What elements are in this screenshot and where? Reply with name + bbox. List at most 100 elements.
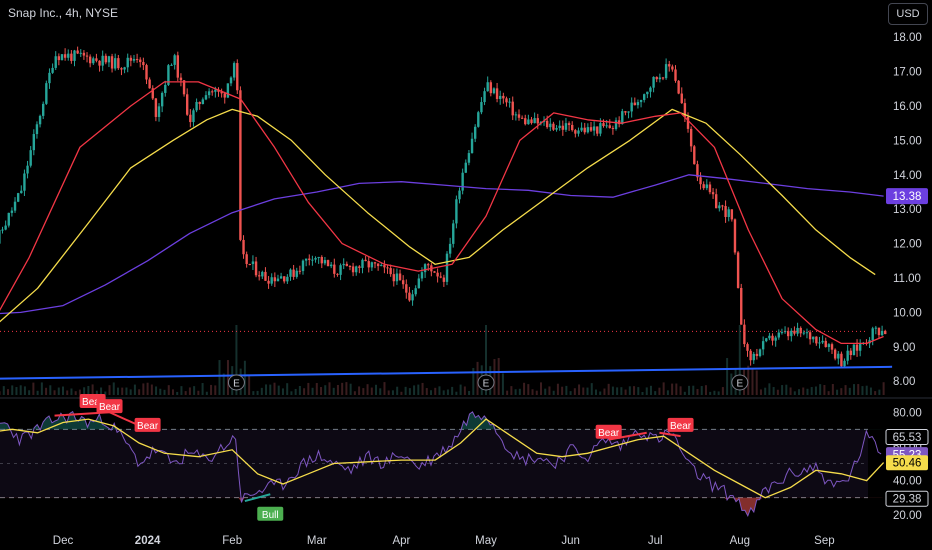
volume-bar [277, 385, 280, 395]
candle-body [414, 288, 417, 295]
candle-body [383, 265, 386, 268]
candle-body [617, 120, 621, 125]
support-trendline [0, 365, 893, 380]
volume-bar [404, 386, 407, 395]
volume-bar [654, 391, 657, 395]
volume-bar [836, 389, 839, 395]
candle-body [680, 93, 683, 104]
volume-bar [315, 383, 318, 395]
candle-body [786, 330, 790, 337]
price-tick-label: 18.00 [893, 32, 922, 44]
candle-body [674, 69, 677, 81]
candle-body [442, 277, 446, 282]
candle-body [273, 277, 277, 282]
candle-body [232, 63, 236, 78]
candle-body [880, 330, 884, 336]
volume-bar [95, 390, 98, 395]
candle-body [686, 116, 690, 129]
candle-body [157, 106, 161, 117]
volume-bar [451, 386, 454, 395]
candle-body [367, 261, 370, 268]
volume-bar [776, 389, 779, 395]
candle-body [668, 64, 671, 67]
volume-bar [248, 374, 251, 395]
volume-bar [726, 358, 729, 395]
rsi-axis-label: 65.53 [893, 432, 922, 444]
candle-body [48, 72, 51, 84]
candle-body [239, 90, 242, 240]
divergence-label-bg [257, 506, 284, 521]
candle-body [583, 127, 586, 133]
volume-bar [36, 390, 39, 395]
time-tick-label: Jun [561, 535, 580, 547]
candle-body [758, 349, 762, 356]
volume-bar [193, 386, 196, 395]
volume-bar [87, 385, 90, 395]
volume-bar [214, 385, 217, 395]
candle-body [308, 258, 311, 260]
candle-body [339, 265, 342, 275]
volume-bar [662, 382, 665, 395]
candle-body [439, 276, 442, 278]
candle-body [567, 123, 571, 125]
currency-button[interactable]: USD [888, 3, 928, 25]
candle-body [145, 65, 148, 80]
divergence-label: Bear [137, 421, 159, 432]
candle-body [38, 115, 42, 125]
candle-body [60, 54, 64, 61]
candle-body [401, 280, 405, 285]
candle-body [7, 212, 10, 226]
candle-body [586, 127, 590, 133]
volume-bar [176, 391, 179, 395]
candle-body [245, 254, 248, 264]
candle-body [301, 260, 305, 272]
volume-bar [57, 387, 60, 395]
candle-body [571, 124, 574, 131]
candle-body [761, 341, 765, 350]
volume-bar [802, 387, 805, 395]
volume-bar [159, 388, 162, 395]
candle-body [533, 118, 536, 124]
candle-body [411, 294, 414, 301]
rsi-axis-label-bg [886, 455, 928, 471]
volume-bar [269, 384, 272, 395]
price-tick-label: 10.00 [893, 307, 922, 319]
candle-body [289, 269, 292, 277]
volume-bar [188, 387, 191, 395]
volume-bar [349, 383, 352, 395]
candle-body [54, 56, 57, 68]
candle-body [768, 335, 771, 339]
volume-bar [396, 386, 399, 395]
candle-body [198, 101, 201, 105]
volume-bar [91, 384, 94, 395]
candle-body [718, 205, 721, 209]
candle-body [777, 332, 781, 338]
candle-body [549, 123, 552, 128]
volume-bar [70, 388, 73, 395]
price-tick-label: 15.00 [893, 135, 922, 147]
volume-bar [869, 387, 872, 395]
candle-body [736, 252, 740, 288]
candle-body [580, 127, 583, 131]
candle-body [677, 80, 680, 94]
candle-body [123, 67, 126, 70]
candle-body [67, 53, 70, 58]
candle-body [304, 258, 308, 261]
price-tick-label: 14.00 [893, 170, 922, 182]
volume-bar [121, 387, 124, 395]
candle-body [655, 76, 658, 80]
candle-body [292, 269, 295, 277]
candle-body [142, 62, 145, 66]
time-tick-label: Aug [730, 535, 750, 547]
candle-body [392, 274, 395, 282]
divergence-label: Bear [670, 421, 692, 432]
candle-body [480, 102, 483, 113]
candle-body [117, 58, 120, 69]
volume-bar [666, 390, 669, 395]
volume-bar [273, 382, 276, 395]
candle-body [270, 277, 273, 284]
volume-bar [747, 365, 750, 395]
volume-bar [506, 390, 509, 395]
candle-body [536, 118, 539, 124]
